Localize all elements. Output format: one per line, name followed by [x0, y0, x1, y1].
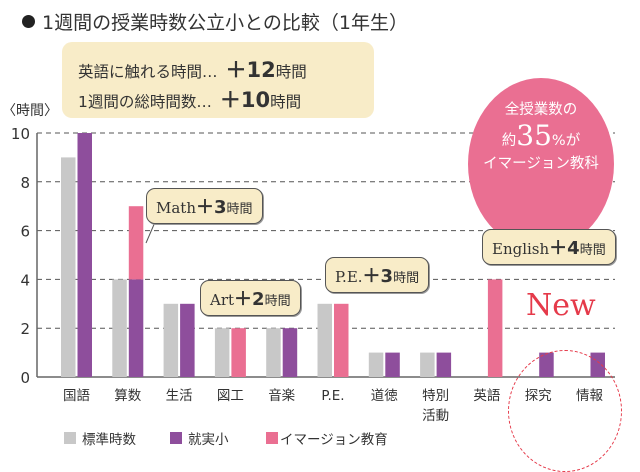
callout-unit: 時間 [264, 294, 291, 309]
callout-plus: ＋2 [234, 289, 265, 310]
summary-label: 英語に触れる時間… [78, 63, 218, 81]
bar-standard [420, 352, 435, 377]
bar-standard [266, 328, 281, 377]
callout-unit: 時間 [579, 243, 606, 258]
bar-school [385, 352, 400, 377]
callout-art: Art＋2時間 [200, 280, 301, 316]
chart-title: 1週間の授業時数公立小との比較（1年生） [22, 8, 408, 35]
legend-swatch [266, 432, 278, 444]
bar-immersion [487, 279, 503, 377]
bar-school [128, 279, 144, 377]
badge-value: 35 [516, 119, 552, 152]
new-subjects-circle [508, 350, 622, 472]
badge-prefix: 約 [501, 133, 517, 149]
legend-label: イマージョン教育 [280, 432, 388, 448]
bar-school [180, 303, 195, 377]
badge-line-1: 全授業数の [504, 102, 578, 118]
title-text: 1週間の授業時数公立小との比較（1年生） [42, 12, 408, 34]
bar-immersion [231, 328, 246, 377]
bar-standard [112, 279, 127, 377]
x-tick-label: 国語 [63, 387, 90, 404]
y-tick-label: 8 [20, 174, 30, 192]
summary-line-2: 1週間の総時間数… ＋10時間 [78, 84, 301, 114]
legend-school: 就実小 [170, 428, 229, 448]
x-tick-label: P.E. [321, 388, 344, 404]
x-tick-label: 英語 [473, 387, 500, 404]
callout-subject: English [492, 240, 550, 258]
legend-standard: 標準時数 [64, 428, 136, 448]
y-tick-label: 10 [11, 125, 30, 143]
x-tick-label: 特別 [422, 388, 449, 404]
y-tick-label: 0 [20, 369, 30, 387]
new-label: New [526, 288, 596, 323]
callout-subject: P.E. [335, 268, 363, 286]
bar-standard [317, 303, 332, 377]
x-tick-label: 算数 [114, 388, 141, 404]
bar-standard [214, 328, 230, 377]
summary-unit: 時間 [270, 93, 302, 111]
bar-standard [61, 157, 76, 377]
summary-value: ＋12 [225, 58, 276, 82]
summary-line-1: 英語に触れる時間… ＋12時間 [78, 54, 307, 84]
bar-school [77, 133, 92, 377]
y-axis-label: 〈時間〉 [2, 103, 58, 119]
x-tick-label: 活動 [422, 408, 449, 424]
badge-line-2: 約35%が [468, 119, 614, 152]
summary-value: ＋10 [219, 88, 271, 112]
legend-label: 就実小 [188, 432, 229, 448]
callout-unit: 時間 [393, 271, 420, 286]
badge-percent: % [551, 133, 566, 149]
x-tick-label: 道徳 [371, 388, 398, 404]
summary-unit: 時間 [275, 63, 307, 81]
callout-english: English＋4時間 [482, 229, 616, 265]
callout-plus: ＋3 [196, 197, 227, 218]
bar-school [436, 352, 452, 377]
callout-math: Math＋3時間 [146, 188, 263, 224]
badge-line-3: イマージョン教科 [483, 156, 599, 172]
callout-unit: 時間 [226, 202, 253, 217]
bar-standard [163, 303, 179, 377]
bar-immersion [128, 206, 144, 280]
y-tick-label: 6 [20, 223, 30, 241]
bar-immersion [334, 303, 349, 377]
legend-label: 標準時数 [82, 432, 136, 448]
legend-immersion: イマージョン教育 [266, 428, 388, 448]
summary-label: 1週間の総時間数… [78, 93, 212, 111]
callout-subject: Math [156, 199, 196, 217]
summary-box: 英語に触れる時間… ＋12時間 1週間の総時間数… ＋10時間 [62, 42, 374, 118]
bar-school [282, 328, 298, 377]
x-tick-label: 生活 [166, 388, 193, 404]
bullet-icon [22, 15, 35, 28]
legend-swatch [170, 432, 182, 444]
callout-pe: P.E.＋3時間 [325, 257, 430, 293]
y-tick-label: 4 [20, 271, 30, 289]
x-tick-label: 図工 [217, 388, 244, 404]
y-tick-label: 2 [20, 320, 30, 338]
callout-plus: ＋4 [549, 238, 580, 259]
immersion-ratio-badge: 全授業数の 約35%が イマージョン教科 [468, 78, 614, 250]
callout-subject: Art [210, 291, 235, 309]
x-tick-label: 音楽 [268, 387, 295, 404]
badge-suffix: が [565, 133, 581, 149]
bar-standard [368, 352, 384, 377]
legend-swatch [64, 432, 76, 444]
callout-plus: ＋3 [362, 266, 394, 287]
